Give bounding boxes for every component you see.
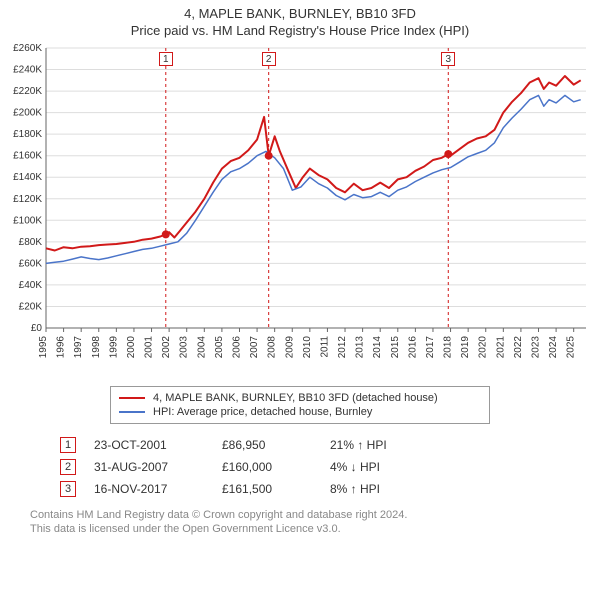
svg-text:2015: 2015 bbox=[390, 336, 401, 359]
svg-text:£0: £0 bbox=[31, 323, 43, 334]
svg-text:£220K: £220K bbox=[13, 86, 42, 97]
legend-item-1: HPI: Average price, detached house, Burn… bbox=[119, 405, 481, 419]
svg-text:2003: 2003 bbox=[179, 336, 190, 359]
price-chart: £0 £20K £40K £60K £80K £100K £120K £140K £160K £1… bbox=[0, 40, 600, 380]
svg-text:2025: 2025 bbox=[566, 336, 577, 359]
transaction-date: 16-NOV-2017 bbox=[94, 482, 204, 496]
transactions-table: 1 23-OCT-2001 £86,950 21% ↑ HPI 2 31-AUG-2007… bbox=[60, 434, 540, 500]
svg-text:£20K: £20K bbox=[19, 301, 43, 312]
transaction-price: £160,000 bbox=[222, 460, 312, 474]
svg-text:£160K: £160K bbox=[13, 151, 42, 162]
legend-label: 4, MAPLE BANK, BURNLEY, BB10 3FD (detach… bbox=[153, 392, 438, 404]
svg-text:1999: 1999 bbox=[108, 336, 119, 359]
svg-text:2000: 2000 bbox=[126, 336, 137, 359]
svg-text:2017: 2017 bbox=[425, 336, 436, 359]
legend-item-0: 4, MAPLE BANK, BURNLEY, BB10 3FD (detach… bbox=[119, 391, 481, 405]
chart-marker-1: 1 bbox=[159, 52, 173, 66]
svg-text:2014: 2014 bbox=[372, 336, 383, 359]
svg-text:£140K: £140K bbox=[13, 172, 42, 183]
svg-text:1998: 1998 bbox=[91, 336, 102, 359]
svg-text:1997: 1997 bbox=[73, 336, 84, 359]
transaction-marker: 2 bbox=[60, 459, 76, 475]
svg-text:£260K: £260K bbox=[13, 43, 42, 54]
transaction-hpi: 4% ↓ HPI bbox=[330, 460, 440, 474]
title-sub: Price paid vs. HM Land Registry's House … bbox=[4, 23, 596, 38]
legend: 4, MAPLE BANK, BURNLEY, BB10 3FD (detach… bbox=[110, 386, 490, 424]
svg-text:2004: 2004 bbox=[196, 336, 207, 359]
svg-text:2011: 2011 bbox=[319, 336, 330, 358]
transaction-price: £86,950 bbox=[222, 438, 312, 452]
svg-text:£100K: £100K bbox=[13, 215, 42, 226]
svg-text:2006: 2006 bbox=[231, 336, 242, 359]
transaction-marker: 3 bbox=[60, 481, 76, 497]
svg-text:2007: 2007 bbox=[249, 336, 260, 359]
legend-swatch bbox=[119, 411, 145, 413]
transaction-row-1: 1 23-OCT-2001 £86,950 21% ↑ HPI bbox=[60, 434, 540, 456]
svg-text:£40K: £40K bbox=[19, 280, 43, 291]
chart-titles: 4, MAPLE BANK, BURNLEY, BB10 3FD Price p… bbox=[0, 0, 600, 40]
svg-text:£120K: £120K bbox=[13, 194, 42, 205]
svg-text:2001: 2001 bbox=[144, 336, 155, 359]
svg-text:£240K: £240K bbox=[13, 65, 42, 76]
svg-text:2005: 2005 bbox=[214, 336, 225, 359]
license-text: Contains HM Land Registry data © Crown c… bbox=[0, 504, 600, 537]
title-main: 4, MAPLE BANK, BURNLEY, BB10 3FD bbox=[4, 6, 596, 21]
legend-label: HPI: Average price, detached house, Burn… bbox=[153, 406, 372, 418]
chart-area: £0 £20K £40K £60K £80K £100K £120K £140K £160K £1… bbox=[0, 40, 600, 380]
transaction-date: 31-AUG-2007 bbox=[94, 460, 204, 474]
svg-text:2021: 2021 bbox=[495, 336, 506, 359]
svg-text:2024: 2024 bbox=[548, 336, 559, 359]
svg-text:2010: 2010 bbox=[302, 336, 313, 359]
svg-text:£200K: £200K bbox=[13, 108, 42, 119]
svg-text:£80K: £80K bbox=[19, 237, 43, 248]
transaction-price: £161,500 bbox=[222, 482, 312, 496]
svg-text:2022: 2022 bbox=[513, 336, 524, 359]
svg-text:2023: 2023 bbox=[531, 336, 542, 359]
svg-text:2020: 2020 bbox=[478, 336, 489, 359]
transaction-date: 23-OCT-2001 bbox=[94, 438, 204, 452]
license-line-1: Contains HM Land Registry data © Crown c… bbox=[30, 508, 600, 522]
svg-text:£180K: £180K bbox=[13, 129, 42, 140]
legend-swatch bbox=[119, 397, 145, 399]
license-line-2: This data is licensed under the Open Gov… bbox=[30, 522, 600, 536]
svg-text:2018: 2018 bbox=[443, 336, 454, 359]
transaction-row-3: 3 16-NOV-2017 £161,500 8% ↑ HPI bbox=[60, 478, 540, 500]
chart-marker-2: 2 bbox=[262, 52, 276, 66]
svg-text:2008: 2008 bbox=[267, 336, 278, 359]
chart-marker-3: 3 bbox=[441, 52, 455, 66]
svg-text:2012: 2012 bbox=[337, 336, 348, 359]
transaction-hpi: 8% ↑ HPI bbox=[330, 482, 440, 496]
svg-text:2016: 2016 bbox=[407, 336, 418, 359]
svg-text:2013: 2013 bbox=[355, 336, 366, 359]
svg-text:2009: 2009 bbox=[284, 336, 295, 359]
transaction-row-2: 2 31-AUG-2007 £160,000 4% ↓ HPI bbox=[60, 456, 540, 478]
svg-text:1996: 1996 bbox=[56, 336, 67, 359]
transaction-marker: 1 bbox=[60, 437, 76, 453]
svg-text:2002: 2002 bbox=[161, 336, 172, 359]
transaction-hpi: 21% ↑ HPI bbox=[330, 438, 440, 452]
svg-text:£60K: £60K bbox=[19, 258, 43, 269]
svg-text:2019: 2019 bbox=[460, 336, 471, 359]
svg-text:1995: 1995 bbox=[38, 336, 49, 359]
